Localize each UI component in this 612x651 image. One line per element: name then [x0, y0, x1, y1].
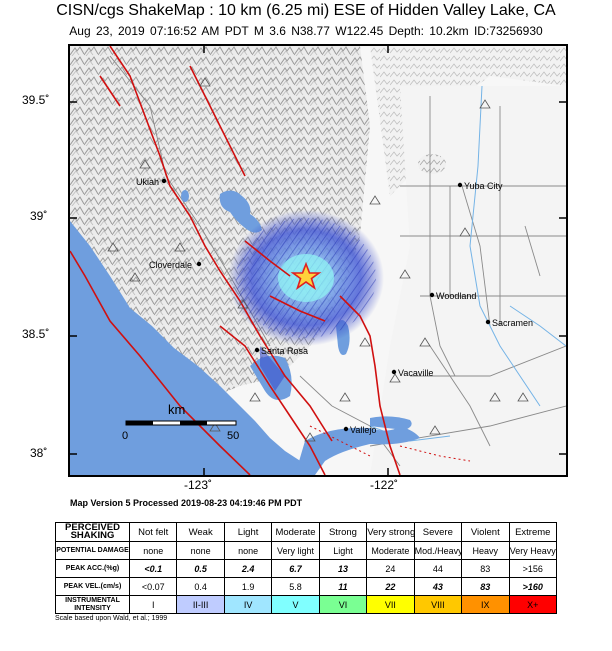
legend-cell: 13 — [318, 559, 368, 578]
city-vacaville: Vacaville — [398, 368, 433, 378]
scale-end: 50 — [227, 430, 239, 442]
intensity-swatch: IX — [461, 595, 510, 614]
tick-marks — [70, 46, 566, 475]
intensity-swatch: VII — [366, 595, 415, 614]
legend-cell: Mod./Heavy — [413, 541, 463, 560]
legend-cell: Strong — [318, 522, 368, 542]
lat-label-39-5: 39.5˚ — [22, 93, 50, 107]
legend-cell: Violent — [461, 522, 510, 542]
lat-label-38-5: 38.5˚ — [22, 327, 50, 341]
scale-bar: km 0 50 — [122, 402, 239, 442]
legend-row-acc: PEAK ACC.(%g) <0.1 0.5 2.4 6.7 13 24 44 … — [55, 559, 557, 578]
shaking-lobe — [260, 346, 285, 391]
legend-cell: 2.4 — [223, 559, 273, 578]
intensity-swatch: VI — [318, 595, 368, 614]
intensity-swatch: II-III — [176, 595, 225, 614]
city-vallejo: Vallejo — [350, 425, 376, 435]
event-details: Aug 23, 2019 07:16:52 AM PDT M 3.6 N38.7… — [69, 24, 543, 38]
city-yuba-city: Yuba City — [464, 181, 503, 191]
city-sacramento: Sacramen — [492, 318, 533, 328]
lat-label-39: 39˚ — [30, 209, 48, 223]
legend-cell: Extreme — [508, 522, 557, 542]
legend-cell: <0.1 — [128, 559, 178, 578]
legend-cell: Moderate — [366, 541, 415, 560]
lon-label-122: -122˚ — [370, 478, 399, 492]
legend-cell: 44 — [413, 559, 463, 578]
legend-cell: >156 — [508, 559, 557, 578]
legend-row-intensity: INSTRUMENTAL INTENSITY I II-III IV V VI … — [55, 595, 557, 614]
legend-cell: Light — [318, 541, 368, 560]
legend-cell: Not felt — [128, 522, 178, 542]
legend-cell: 0.5 — [176, 559, 225, 578]
scale-note: Scale based upon Wald, et al.; 1999 — [55, 615, 168, 622]
pacific-ocean — [70, 221, 315, 475]
legend-cell: 0.4 — [176, 577, 225, 596]
legend-cell: Very strong — [366, 522, 415, 542]
legend-row-damage: POTENTIAL DAMAGE none none none Very lig… — [55, 541, 557, 560]
intensity-swatch: X+ — [508, 595, 557, 614]
legend-cell: 83 — [461, 577, 510, 596]
clear-lake — [219, 190, 262, 233]
map-svg: Ukiah Yuba City Cloverdale Woodland Sacr… — [70, 46, 566, 475]
intensity-swatch: IV — [223, 595, 273, 614]
legend-cell: 1.9 — [223, 577, 273, 596]
legend-cell: >160 — [508, 577, 557, 596]
legend-header-vel: PEAK VEL.(cm/s) — [55, 577, 130, 596]
legend-cell: Severe — [413, 522, 463, 542]
scale-unit: km — [168, 402, 185, 417]
city-santa-rosa: Santa Rosa — [261, 346, 308, 356]
intensity-swatch: VIII — [413, 595, 463, 614]
lon-label-123: -123˚ — [184, 478, 213, 492]
lat-label-38: 38˚ — [30, 446, 48, 460]
legend-row-vel: PEAK VEL.(cm/s) <0.07 0.4 1.9 5.8 11 22 … — [55, 577, 557, 596]
legend-cell: 43 — [413, 577, 463, 596]
legend-cell: 5.8 — [271, 577, 320, 596]
legend-cell: 83 — [461, 559, 510, 578]
legend-cell: 6.7 — [271, 559, 320, 578]
central-valley — [370, 86, 566, 475]
inferred-faults — [309, 425, 471, 462]
suisun-bay — [370, 416, 412, 430]
legend-cell: none — [223, 541, 273, 560]
legend-cell: Very Heavy — [508, 541, 557, 560]
legend-row-perceived: PERCEIVED SHAKING Not felt Weak Light Mo… — [55, 522, 557, 542]
legend-cell: Weak — [176, 522, 225, 542]
epicenter-star-icon — [290, 261, 322, 291]
intensity-swatch: I — [128, 595, 178, 614]
seismic-stations — [107, 77, 529, 442]
legend-cell: none — [128, 541, 178, 560]
intensity-swatch: V — [271, 595, 320, 614]
city-woodland: Woodland — [436, 291, 476, 301]
city-markers — [161, 178, 491, 432]
roads — [109, 55, 566, 467]
legend-cell: 22 — [366, 577, 415, 596]
legend-header-acc: PEAK ACC.(%g) — [55, 559, 130, 578]
map-title: CISN/cgs ShakeMap : 10 km (6.25 mi) ESE … — [56, 2, 556, 19]
legend-cell: Very light — [271, 541, 320, 560]
legend-header-perceived: PERCEIVED SHAKING — [55, 522, 130, 542]
intensity-legend: PERCEIVED SHAKING Not felt Weak Light Mo… — [55, 522, 557, 614]
map-version: Map Version 5 Processed 2019-08-23 04:19… — [70, 498, 303, 508]
legend-cell: Moderate — [271, 522, 320, 542]
legend-header-intensity: INSTRUMENTAL INTENSITY — [55, 595, 130, 614]
legend-cell: 24 — [366, 559, 415, 578]
scale-start: 0 — [122, 430, 128, 442]
lake-mendocino — [181, 190, 189, 202]
city-labels: Ukiah Yuba City Cloverdale Woodland Sacr… — [136, 177, 533, 435]
legend-header-damage: POTENTIAL DAMAGE — [55, 541, 130, 560]
sutter-buttes — [418, 154, 446, 174]
shakemap-area: Ukiah Yuba City Cloverdale Woodland Sacr… — [68, 44, 568, 477]
legend-cell: Heavy — [461, 541, 510, 560]
legend-cell: 11 — [318, 577, 368, 596]
legend-cell: none — [176, 541, 225, 560]
city-cloverdale: Cloverdale — [149, 260, 192, 270]
legend-cell: <0.07 — [128, 577, 178, 596]
legend-cell: Light — [223, 522, 273, 542]
city-ukiah: Ukiah — [136, 177, 159, 187]
